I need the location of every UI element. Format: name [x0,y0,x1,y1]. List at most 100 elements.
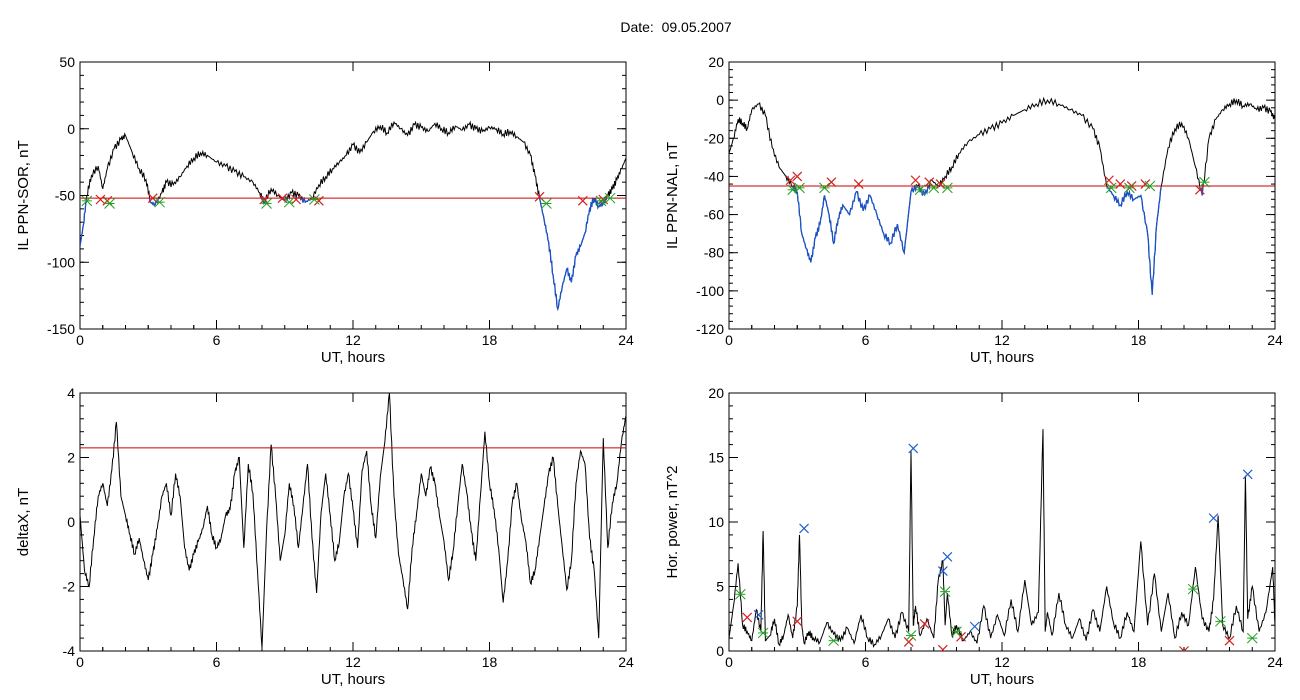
y-tick-label: 2 [67,450,75,466]
plot-frame [728,61,1276,330]
event-mark-red [792,171,803,182]
event-mark-red [935,179,946,189]
data-trace [729,429,1275,648]
event-mark-red [1179,646,1189,651]
plot-frame [79,61,627,330]
event-mark-green [81,195,93,207]
event-mark-blue [908,443,919,454]
event-mark-red-stroke [919,618,930,629]
x-tick-label: 6 [862,654,870,670]
event-mark-red [1224,635,1235,646]
x-tick-label: 24 [1267,654,1283,670]
event-mark-green [541,198,552,209]
y-tick-label: 15 [708,450,724,466]
event-mark-red [924,177,935,188]
event-mark-green [604,192,616,204]
event-mark-red [853,179,864,189]
plot-frame [79,392,627,652]
y-tick-label: 10 [708,514,724,530]
event-mark-green [951,626,962,638]
y-axis-label: Hor. power, nT^2 [664,466,681,579]
event-mark-green [261,198,272,209]
event-mark-red-stroke [940,644,948,651]
event-mark-green [794,182,805,194]
event-mark-green [104,198,115,209]
x-tick-label: 12 [345,332,361,348]
event-mark-green [914,184,926,196]
event-mark-red [277,193,288,204]
y-tick-label: 0 [716,92,724,108]
event-mark-red-stroke [826,177,837,188]
x-tick-label: 18 [1131,654,1147,670]
x-tick-label: 18 [482,332,498,348]
event-mark-blue-stroke [1242,469,1253,480]
x-tick-label: 24 [618,332,634,348]
x-axis-label: UT, hours [321,349,385,366]
event-mark-red-stroke [1115,179,1126,189]
event-mark-blue-stroke [942,551,953,562]
event-mark-green [595,195,607,207]
data-trace [80,120,626,311]
event-mark-green [283,196,295,208]
event-mark-green [757,627,769,639]
event-mark-red-stroke [1179,646,1185,651]
x-tick-label: 0 [725,654,733,670]
event-mark-red-stroke [147,193,158,204]
event-mark-green [1144,180,1156,192]
event-mark-red [826,177,837,188]
y-tick-label: -4 [63,643,76,659]
y-tick-label: 0 [67,514,75,530]
event-mark-green [1124,182,1135,194]
event-mark-red-stroke [785,175,796,186]
event-mark-red-stroke [259,194,270,205]
x-tick-label: 18 [482,654,498,670]
event-mark-blue [937,566,948,576]
event-mark-green [735,588,746,600]
x-tick-label: 6 [213,654,221,670]
event-mark-green [1246,632,1258,644]
event-mark-red [577,195,588,206]
plot-frame [728,392,1276,652]
y-tick-label: 0 [716,643,724,659]
y-tick-label: -20 [704,130,724,146]
event-mark-red-stroke [924,177,935,188]
data-trace-below-threshold [790,185,1204,295]
plot-area [80,120,626,312]
y-tick-label: -40 [704,168,724,184]
event-mark-red-stroke [1195,184,1205,195]
x-tick-label: 6 [213,332,221,348]
event-mark-red-stroke [577,195,588,206]
event-mark-red-stroke [853,179,864,189]
plot-area [729,96,1275,295]
figure-title: Date: 09.05.2007 [620,19,732,35]
event-mark-blue-stroke [799,523,809,534]
event-mark-green [939,586,951,598]
event-mark-green [828,635,840,647]
event-mark-red-stroke [598,194,609,205]
x-tick-label: 0 [76,654,84,670]
event-mark-red [785,175,796,186]
event-mark-green [1199,176,1210,188]
event-mark-red [1115,179,1126,189]
x-tick-label: 12 [994,654,1010,670]
plot-area [80,393,626,648]
y-tick-label: -50 [55,188,75,204]
event-mark-green [154,196,165,208]
event-mark-red-stroke [277,193,288,204]
event-mark-red [937,644,948,651]
event-mark-red-stroke [792,171,803,182]
x-tick-label: 0 [76,332,84,348]
event-mark-red-stroke [910,175,921,186]
y-axis-label: IL PPN-NAL, nT [664,142,681,249]
event-mark-red-stroke [935,179,946,189]
y-axis-label: IL PPN-SOR, nT [15,140,32,250]
event-mark-red [910,175,921,186]
event-mark-green [1105,182,1117,194]
event-mark-blue-stroke [753,609,764,620]
event-mark-green [1187,583,1199,595]
y-tick-label: -2 [63,579,76,595]
y-tick-label: 50 [59,54,75,70]
event-mark-green [819,182,830,194]
plot-area [729,429,1275,651]
